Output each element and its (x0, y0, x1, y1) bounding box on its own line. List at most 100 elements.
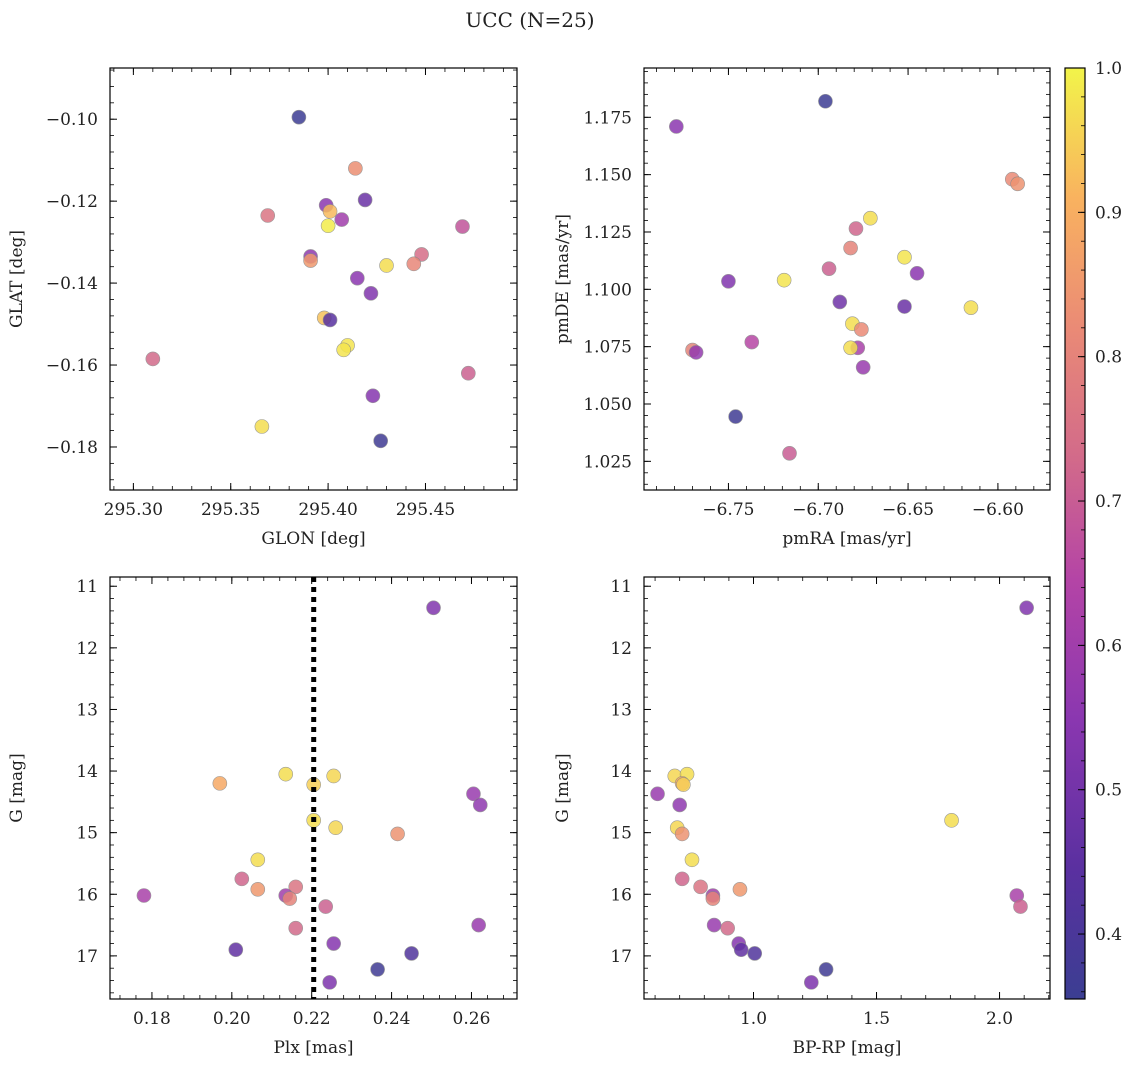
data-point (278, 766, 294, 782)
x-axis-label: BP-RP [mag] (793, 1038, 902, 1058)
data-point (863, 210, 878, 226)
y-tick-label: 15 (610, 824, 632, 844)
data-point (821, 261, 837, 276)
data-point (326, 936, 341, 951)
data-point (733, 942, 749, 958)
panel-pmra-pmde: −6.75 −6.70 −6.65 −6.60 1.025 1.050 1.075 1.100… (553, 67, 1051, 549)
y-axis-label: pmDE [mas/yr] (553, 214, 573, 344)
data-point (466, 786, 481, 802)
data-point (848, 221, 864, 236)
data-point (804, 975, 819, 990)
data-point (357, 192, 373, 208)
x-tick-label: 295.45 (396, 500, 455, 520)
data-point (674, 826, 690, 842)
data-point (288, 920, 304, 936)
data-point (373, 433, 388, 449)
plot-frame (109, 67, 518, 491)
data-point (414, 247, 429, 262)
y-axis-label: G [mag] (7, 753, 27, 822)
data-point (1013, 899, 1028, 914)
x-tick-label: 0.20 (213, 1009, 251, 1029)
x-tick-label: −6.75 (702, 500, 754, 520)
x-tick-label: 0.22 (293, 1009, 331, 1029)
data-point (747, 946, 763, 961)
data-point (471, 917, 486, 933)
colorbar-tick-label: 1.0 (1095, 59, 1122, 79)
data-point (318, 899, 333, 914)
y-tick-label: 1.050 (583, 395, 632, 415)
data-point (818, 962, 834, 977)
data-point (669, 119, 684, 134)
y-tick-label: 11 (76, 577, 98, 597)
data-point (843, 240, 858, 256)
x-tick-label: 0.26 (453, 1009, 491, 1029)
data-point (228, 942, 244, 958)
data-point (288, 879, 304, 895)
data-point (1019, 600, 1034, 616)
y-tick-label: 1.100 (583, 280, 632, 300)
data-point (250, 852, 266, 868)
data-point (744, 334, 760, 350)
colorbar-tick-label: 0.9 (1095, 203, 1122, 223)
data-point (282, 891, 298, 906)
plot-frame (643, 67, 1051, 491)
data-point (379, 258, 394, 273)
data-point (782, 446, 797, 461)
y-axis-label: G [mag] (553, 753, 573, 822)
y-tick-label: 1.125 (583, 223, 632, 243)
data-point (674, 871, 690, 887)
y-tick-label: 17 (610, 947, 632, 967)
colorbar-tick-label: 0.6 (1095, 636, 1122, 656)
data-point (322, 204, 338, 219)
y-tick-label: 13 (76, 700, 98, 720)
data-point (212, 776, 228, 791)
data-point (254, 419, 270, 434)
data-point (832, 294, 848, 310)
x-tick-label: −6.60 (972, 500, 1024, 520)
figure-title: UCC (N=25) (465, 8, 594, 32)
data-point (350, 270, 365, 286)
y-tick-label: −0.12 (46, 192, 98, 212)
data-point (336, 342, 351, 358)
panels: 295.30 295.35 295.40 295.45 −0.10 −0.12 −0.14 −… (7, 67, 1051, 1058)
y-tick-label: 13 (610, 700, 632, 720)
y-tick-label: −0.10 (46, 110, 98, 130)
data-point (136, 888, 152, 903)
data-point (390, 826, 405, 842)
data-point (776, 272, 792, 288)
data-point (303, 253, 318, 268)
y-tick-label: 16 (610, 885, 632, 905)
colorbar-tick-label: 0.8 (1095, 348, 1122, 368)
data-point (455, 219, 470, 234)
y-tick-label: 15 (76, 824, 98, 844)
data-point (688, 345, 704, 360)
y-tick-label: 1.025 (583, 452, 632, 472)
data-point (944, 813, 959, 828)
data-point (706, 917, 722, 933)
panel-bprp-g: 1.0 1.5 2.0 11 12 13 14 15 16 17 BP-RP [mag] G [mag… (553, 576, 1051, 1058)
data-point (693, 879, 708, 895)
data-point (909, 265, 925, 281)
colorbar-tick-label: 0.7 (1095, 492, 1122, 512)
data-point (472, 797, 488, 813)
data-point (145, 351, 161, 367)
data-point (291, 109, 307, 125)
data-point (322, 975, 337, 990)
y-tick-label: 14 (76, 762, 98, 782)
data-point (728, 409, 743, 424)
data-point (897, 249, 912, 265)
y-tick-label: 12 (76, 639, 98, 659)
data-point (461, 365, 476, 381)
data-point (320, 218, 336, 234)
data-point (326, 768, 341, 784)
y-tick-label: −0.14 (46, 274, 98, 294)
data-point (732, 882, 748, 897)
data-point (348, 161, 363, 176)
x-tick-label: 0.24 (373, 1009, 411, 1029)
y-axis-label: GLAT [deg] (7, 230, 27, 328)
x-axis-label: pmRA [mas/yr] (782, 529, 911, 549)
data-point (365, 388, 381, 404)
y-tick-label: 1.175 (583, 108, 632, 128)
y-tick-label: 17 (76, 947, 98, 967)
